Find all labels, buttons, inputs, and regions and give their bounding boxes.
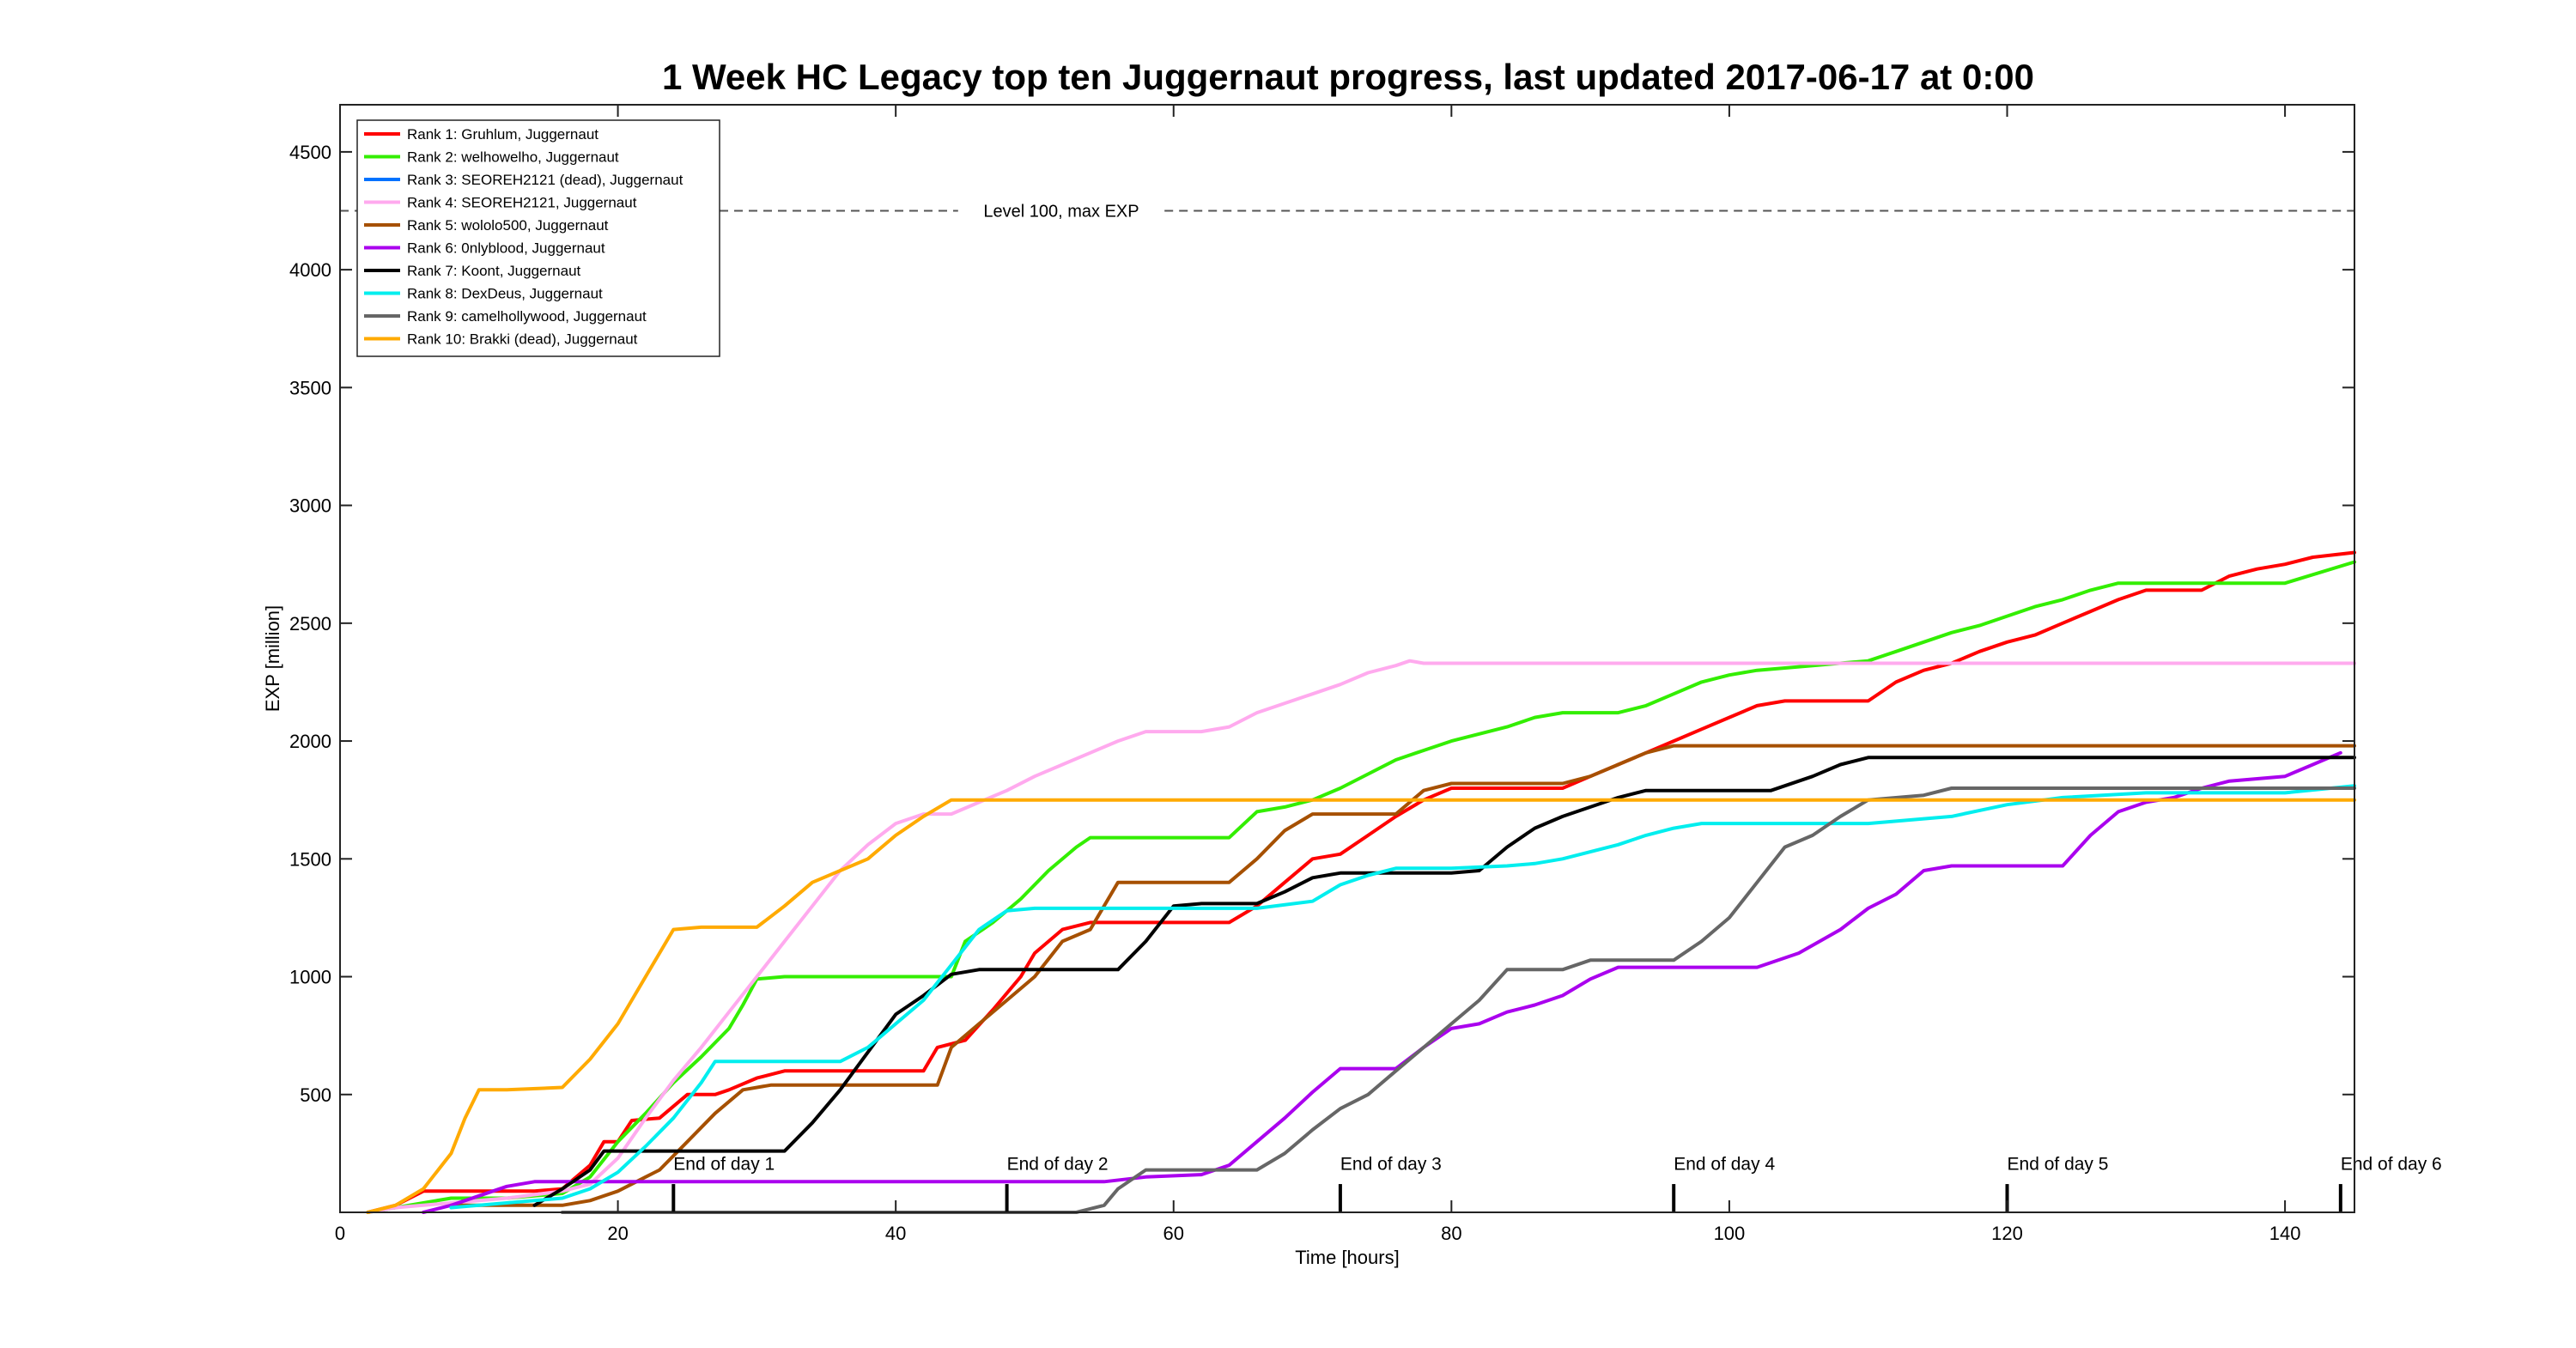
y-tick-label: 3500 xyxy=(289,377,331,398)
x-tick-label: 20 xyxy=(607,1223,628,1244)
x-tick-label: 40 xyxy=(885,1223,906,1244)
y-tick-group: 500 1000 1500 2000 2500 3000 3500 4000 4500 xyxy=(289,142,2354,1106)
day-marker-label: End of day 3 xyxy=(1340,1155,1442,1175)
series-line-rank-8 xyxy=(449,784,2356,1210)
plot-area-frame xyxy=(339,104,2355,1213)
legend-entry: Rank 5: wololo500, Juggernaut xyxy=(407,217,609,234)
legend: Rank 1: Gruhlum, Juggernaut Rank 2: welho… xyxy=(356,119,720,357)
x-tick-label: 140 xyxy=(2269,1223,2301,1244)
y-tick-label: 4000 xyxy=(289,259,331,281)
day-marker-group: End of day 1 End of day 2 End of day 3 End … xyxy=(671,1155,2442,1212)
chart-title: 1 Week HC Legacy top ten Juggernaut prog… xyxy=(662,57,2034,97)
y-tick-label: 1000 xyxy=(289,967,331,988)
y-axis-label: EXP [million] xyxy=(262,605,283,712)
series-line-rank-10 xyxy=(366,798,2356,1214)
day-marker-label: End of day 1 xyxy=(673,1155,775,1175)
legend-entry: Rank 7: Koont, Juggernaut xyxy=(407,263,581,279)
y-tick-label: 3000 xyxy=(289,495,331,517)
legend-box xyxy=(356,119,720,357)
day-marker-label: End of day 5 xyxy=(2008,1155,2109,1175)
day-marker-label: End of day 4 xyxy=(1674,1155,1775,1175)
y-tick-label: 2000 xyxy=(289,731,331,752)
legend-entry: Rank 6: 0nlyblood, Juggernaut xyxy=(407,240,605,257)
series-line-rank-1 xyxy=(366,550,2356,1214)
legend-entry: Rank 9: camelhollywood, Juggernaut xyxy=(407,308,647,325)
series-group xyxy=(366,550,2356,1214)
day-marker-label: End of day 2 xyxy=(1007,1155,1109,1175)
x-tick-label: 60 xyxy=(1163,1223,1184,1244)
series-line-rank-2 xyxy=(366,560,2356,1214)
legend-entry: Rank 8: DexDeus, Juggernaut xyxy=(407,286,603,302)
x-tick-label: 120 xyxy=(1991,1223,2023,1244)
series-line-rank-7 xyxy=(532,756,2356,1207)
x-tick-label: 80 xyxy=(1441,1223,1461,1244)
y-tick-label: 500 xyxy=(300,1084,331,1106)
series-line-rank-4 xyxy=(366,659,2356,1214)
day-marker-label: End of day 6 xyxy=(2341,1155,2442,1175)
series-line-rank-5 xyxy=(449,744,2356,1207)
y-tick-label: 4500 xyxy=(289,142,331,163)
x-axis-label: Time [hours] xyxy=(1295,1247,1399,1268)
series-line-rank-9 xyxy=(560,786,2356,1214)
legend-entry: Rank 1: Gruhlum, Juggernaut xyxy=(407,126,598,143)
x-tick-group: 0 20 40 60 80 100 120 140 xyxy=(335,105,2301,1244)
legend-entry: Rank 3: SEOREH2121 (dead), Juggernaut xyxy=(407,172,683,188)
x-tick-label: 0 xyxy=(335,1223,345,1244)
legend-entry: Rank 4: SEOREH2121, Juggernaut xyxy=(407,195,637,211)
y-tick-label: 1500 xyxy=(289,848,331,870)
reference-line-label: Level 100, max EXP xyxy=(983,203,1139,222)
x-tick-label: 100 xyxy=(1714,1223,1746,1244)
y-tick-label: 2500 xyxy=(289,613,331,635)
legend-entry: Rank 10: Brakki (dead), Juggernaut xyxy=(407,331,638,348)
series-line-rank-6 xyxy=(422,750,2342,1214)
legend-entry: Rank 2: welhowelho, Juggernaut xyxy=(407,149,619,166)
